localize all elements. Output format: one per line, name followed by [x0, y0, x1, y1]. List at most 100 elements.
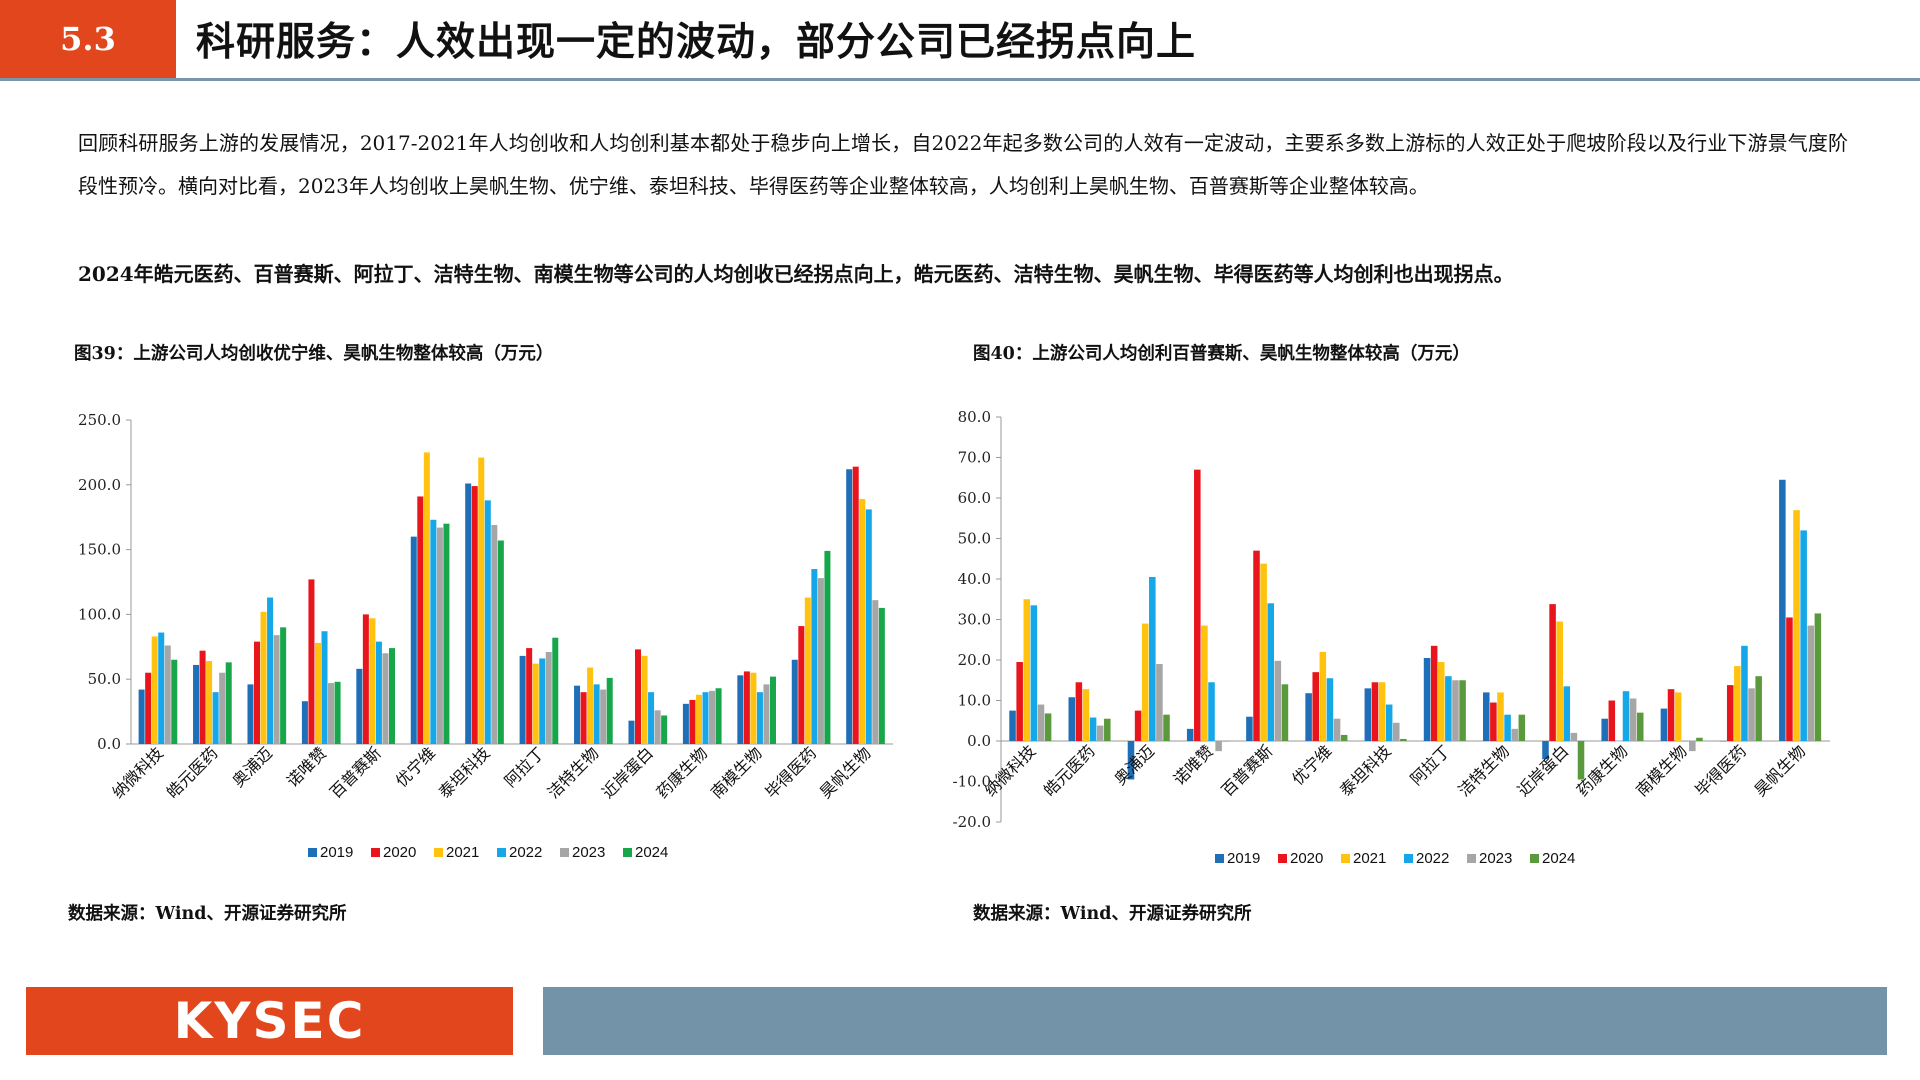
bar-2019 [1068, 697, 1076, 741]
bar-2023 [709, 690, 716, 744]
footer-bar [543, 987, 1887, 1055]
bar-2024 [1696, 737, 1703, 741]
bar-2020 [1786, 617, 1793, 741]
legend-label-2024: 2024 [635, 844, 668, 861]
bar-2021 [804, 597, 811, 744]
legend-label-2021: 2021 [446, 844, 479, 861]
bar-2020 [471, 486, 478, 744]
bar-2019 [465, 483, 472, 744]
header-divider [0, 78, 1920, 81]
bar-2020 [1549, 604, 1556, 741]
figure-40-title: 图40：上游公司人均创利百普赛斯、昊帆生物整体较高（万元） [973, 344, 1470, 364]
bar-2024 [878, 607, 885, 744]
bar-2021 [151, 636, 158, 744]
figure-40-source: 数据来源：Wind、开源证券研究所 [973, 904, 1252, 924]
bar-2019 [519, 655, 526, 744]
bar-2023 [600, 689, 607, 744]
bar-2024 [552, 637, 559, 744]
bar-2019 [1127, 741, 1135, 780]
bar-2019 [1719, 741, 1727, 742]
y-tick-label: 80.0 [958, 408, 991, 426]
kysec-logo: KYSEC [26, 987, 513, 1055]
y-tick-label: 60.0 [958, 489, 991, 507]
bar-2021 [1734, 666, 1741, 741]
y-tick-label: 50.0 [958, 530, 991, 548]
bar-2024 [661, 715, 668, 744]
y-tick-label: -10.0 [953, 773, 991, 791]
bar-2023 [1037, 704, 1045, 741]
bar-2022 [1385, 704, 1393, 741]
legend-swatch-2022 [497, 848, 506, 857]
bar-2021 [369, 618, 376, 744]
legend-swatch-2020 [1278, 854, 1287, 863]
bar-2023 [382, 653, 389, 744]
highlight-paragraph: 2024年皓元医药、百普赛斯、阿拉丁、洁特生物、南模生物等公司的人均创收已经拐点… [78, 262, 1514, 286]
legend-swatch-2023 [1467, 854, 1476, 863]
bar-2022 [1622, 691, 1630, 741]
y-tick-label: 0.0 [967, 732, 991, 750]
legend-swatch-2024 [623, 848, 632, 857]
x-category-label: 皓元医药 [1040, 741, 1099, 800]
legend-label-2022: 2022 [509, 844, 542, 861]
bar-2024 [1163, 714, 1170, 741]
bar-2024 [715, 688, 722, 744]
bar-2023 [436, 527, 443, 744]
bar-2020 [1371, 682, 1379, 741]
bar-2019 [1186, 728, 1194, 741]
bar-2021 [1497, 692, 1504, 741]
y-tick-label: -20.0 [953, 813, 991, 831]
bar-2021 [1082, 689, 1090, 741]
bar-2019 [1305, 693, 1312, 741]
legend-swatch-2021 [434, 848, 443, 857]
bar-2019 [1483, 692, 1490, 741]
bar-2021 [1378, 682, 1386, 741]
bar-2021 [1201, 625, 1208, 741]
bar-2024 [1104, 718, 1111, 741]
legend-swatch-2022 [1404, 854, 1413, 863]
bar-2019 [1423, 657, 1431, 741]
bar-2022 [1504, 714, 1511, 741]
bar-2023 [219, 672, 226, 744]
bar-2021 [1023, 599, 1031, 741]
bar-2021 [260, 611, 267, 744]
bar-2022 [375, 641, 382, 744]
bar-2019 [138, 689, 145, 744]
bar-2022 [1089, 717, 1097, 741]
bar-2023 [1274, 660, 1282, 741]
bar-2021 [1141, 623, 1149, 741]
bar-2022 [158, 632, 165, 744]
legend-label-2020: 2020 [383, 844, 416, 861]
bar-2024 [280, 627, 287, 744]
bar-2024 [1044, 713, 1052, 741]
bar-2024 [1222, 741, 1229, 742]
bar-2022 [811, 569, 818, 744]
bar-2022 [212, 692, 219, 744]
bar-2024 [225, 662, 232, 744]
legend-label-2023: 2023 [572, 844, 605, 861]
bar-2019 [628, 720, 635, 744]
bar-2024 [497, 540, 504, 744]
y-tick-label: 40.0 [958, 570, 991, 588]
bar-2020 [199, 650, 206, 744]
legend-swatch-2023 [560, 848, 569, 857]
bar-2022 [1208, 682, 1215, 741]
bar-2020 [1194, 469, 1201, 741]
x-category-label: 阿拉丁 [1407, 741, 1454, 788]
x-category-label: 泰坦科技 [1336, 741, 1395, 800]
bar-2021 [1438, 662, 1445, 741]
bar-2020 [417, 496, 424, 744]
bar-2020 [852, 466, 859, 744]
bar-2023 [1392, 722, 1400, 741]
bar-2022 [1445, 676, 1452, 741]
bar-2022 [430, 519, 437, 744]
bar-2021 [478, 457, 485, 744]
bar-2020 [362, 614, 369, 744]
bar-2019 [1009, 710, 1016, 741]
bar-2023 [491, 524, 498, 744]
bar-2023 [273, 635, 280, 744]
bar-2022 [865, 509, 872, 744]
bar-2024 [1636, 712, 1644, 741]
bar-2023 [164, 645, 171, 744]
bar-2024 [1400, 738, 1407, 741]
